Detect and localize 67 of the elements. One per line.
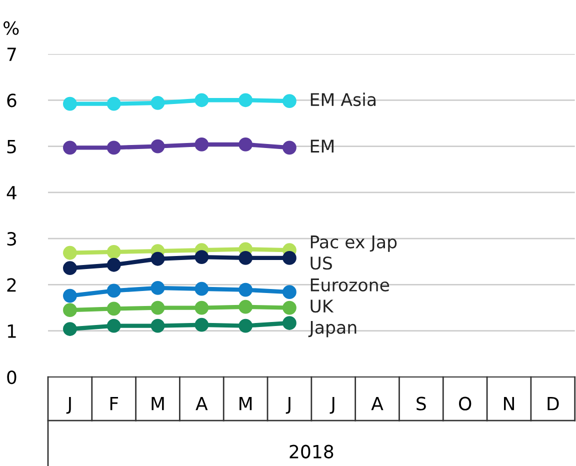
point bbox=[106, 140, 121, 155]
series-label: Japan bbox=[308, 320, 356, 338]
x-tick-label: S bbox=[416, 396, 426, 410]
point bbox=[150, 281, 165, 295]
point bbox=[63, 261, 77, 276]
x-tick-label: N bbox=[504, 397, 514, 410]
point bbox=[106, 284, 121, 298]
x-tick-label: J bbox=[286, 397, 290, 414]
series-label: Eurozone bbox=[310, 278, 390, 292]
point bbox=[150, 96, 165, 110]
point bbox=[282, 300, 296, 315]
point bbox=[238, 251, 253, 265]
point bbox=[63, 96, 77, 111]
x-tick-label: F bbox=[110, 397, 118, 410]
point bbox=[238, 300, 253, 314]
x-tick-label: O bbox=[458, 396, 472, 410]
point bbox=[282, 285, 296, 300]
point bbox=[238, 318, 253, 333]
y-tick-label: 3 bbox=[7, 232, 16, 246]
x-tick-label: M bbox=[152, 397, 164, 410]
point bbox=[194, 137, 209, 152]
x-axis-title: 2018 bbox=[290, 444, 334, 458]
point bbox=[63, 322, 77, 336]
point bbox=[194, 282, 209, 296]
point bbox=[150, 252, 165, 266]
point bbox=[194, 300, 209, 315]
point bbox=[150, 300, 165, 315]
point bbox=[282, 140, 296, 155]
y-axis-title: % bbox=[4, 21, 19, 35]
y-tick-label: 5 bbox=[7, 140, 16, 154]
point bbox=[282, 316, 296, 330]
point bbox=[282, 251, 296, 265]
x-tick-label: A bbox=[196, 397, 208, 410]
point bbox=[238, 93, 253, 108]
series-label: EM bbox=[310, 140, 334, 152]
point bbox=[106, 318, 121, 333]
point bbox=[106, 258, 121, 272]
series-label: Pac ex Jap bbox=[310, 236, 397, 252]
point bbox=[63, 288, 77, 303]
point bbox=[194, 93, 209, 108]
x-tick-label: M bbox=[240, 397, 252, 410]
point bbox=[150, 318, 165, 333]
point bbox=[106, 96, 121, 111]
point bbox=[282, 94, 296, 108]
series-label: UK bbox=[310, 300, 334, 313]
point bbox=[150, 139, 165, 154]
point bbox=[194, 318, 209, 332]
series-label: US bbox=[310, 256, 332, 270]
series-label: EM Asia bbox=[310, 92, 376, 106]
y-tick-label: 7 bbox=[7, 48, 16, 61]
point bbox=[194, 250, 209, 264]
x-tick-label: A bbox=[371, 397, 384, 410]
y-tick-label: 0 bbox=[7, 370, 16, 384]
point bbox=[238, 137, 253, 152]
point bbox=[63, 246, 77, 260]
point bbox=[106, 302, 121, 316]
y-tick-label: 6 bbox=[7, 94, 16, 108]
point bbox=[63, 140, 77, 155]
x-tick-label: J bbox=[66, 397, 71, 414]
x-tick-label: J bbox=[330, 397, 334, 414]
point bbox=[238, 282, 253, 297]
point bbox=[106, 245, 121, 259]
x-tick-label: D bbox=[548, 397, 559, 410]
y-tick-label: 2 bbox=[7, 278, 16, 292]
point bbox=[63, 303, 77, 318]
y-tick-label: 4 bbox=[6, 186, 16, 200]
y-tick-label: 1 bbox=[8, 324, 16, 338]
